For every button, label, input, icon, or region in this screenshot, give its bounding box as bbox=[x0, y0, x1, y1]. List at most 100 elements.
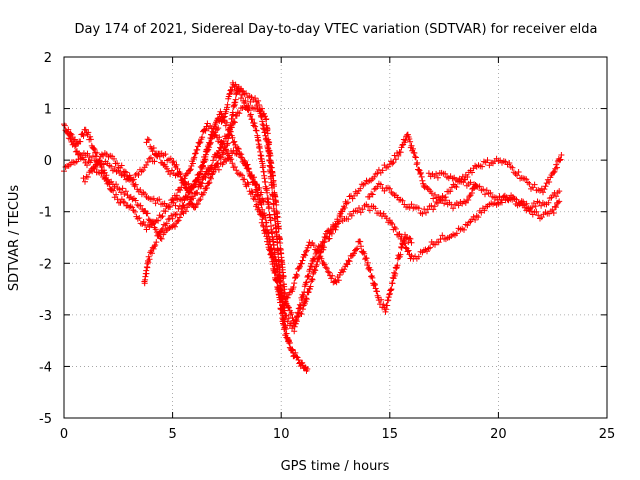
data-point bbox=[394, 262, 401, 269]
data-point bbox=[423, 209, 429, 216]
data-point bbox=[248, 188, 255, 195]
data-point bbox=[428, 202, 435, 209]
data-point bbox=[308, 276, 315, 282]
data-point bbox=[123, 169, 129, 176]
data-point bbox=[187, 167, 193, 174]
data-point bbox=[311, 255, 318, 262]
data-point bbox=[266, 204, 273, 210]
data-point bbox=[249, 116, 256, 123]
data-point bbox=[321, 261, 328, 268]
data-point bbox=[256, 185, 263, 191]
data-point bbox=[374, 288, 380, 295]
data-point bbox=[405, 247, 412, 254]
x-tick-label: 0 bbox=[60, 427, 68, 442]
data-point bbox=[102, 175, 109, 181]
data-point bbox=[351, 192, 358, 199]
data-point bbox=[509, 164, 516, 171]
data-point bbox=[478, 209, 485, 216]
data-point bbox=[281, 300, 288, 307]
data-point bbox=[208, 175, 214, 182]
data-point bbox=[541, 186, 548, 193]
data-point bbox=[332, 278, 339, 285]
data-point bbox=[357, 209, 364, 216]
data-point bbox=[192, 204, 199, 211]
data-point bbox=[61, 122, 68, 129]
data-point bbox=[169, 215, 176, 222]
x-tick-label: 10 bbox=[273, 427, 290, 442]
data-point bbox=[363, 255, 370, 262]
data-point bbox=[549, 206, 556, 213]
data-point bbox=[255, 204, 262, 211]
data-point bbox=[210, 157, 217, 164]
data-point bbox=[231, 138, 238, 145]
data-point bbox=[210, 128, 217, 135]
data-point bbox=[314, 258, 321, 265]
data-point bbox=[354, 208, 361, 215]
data-point bbox=[91, 166, 98, 172]
data-point bbox=[194, 189, 201, 196]
data-point bbox=[218, 139, 225, 145]
data-point bbox=[239, 91, 246, 98]
data-point bbox=[453, 184, 460, 190]
data-point bbox=[415, 205, 422, 212]
data-point bbox=[153, 239, 160, 246]
data-point bbox=[178, 206, 185, 212]
data-point bbox=[431, 203, 438, 210]
data-point bbox=[433, 170, 440, 177]
data-point bbox=[155, 150, 162, 157]
data-point bbox=[173, 161, 180, 168]
data-point bbox=[395, 152, 402, 159]
data-point bbox=[413, 161, 420, 168]
data-point bbox=[228, 156, 235, 163]
data-point bbox=[253, 127, 260, 134]
data-point bbox=[337, 213, 344, 220]
data-point bbox=[469, 169, 475, 176]
data-point bbox=[461, 226, 467, 233]
data-point bbox=[65, 126, 72, 133]
data-point bbox=[286, 304, 292, 311]
data-point bbox=[397, 251, 404, 258]
data-point bbox=[317, 253, 324, 260]
data-point bbox=[292, 349, 299, 356]
data-point bbox=[285, 315, 292, 322]
data-point bbox=[430, 206, 437, 213]
data-point bbox=[392, 156, 399, 163]
data-point bbox=[183, 170, 190, 177]
data-point bbox=[305, 273, 312, 280]
data-point bbox=[414, 159, 421, 166]
data-point bbox=[455, 202, 462, 209]
data-point bbox=[328, 226, 335, 233]
data-point bbox=[206, 179, 213, 186]
data-point bbox=[231, 119, 238, 126]
data-point bbox=[322, 264, 329, 271]
data-point bbox=[545, 199, 552, 206]
data-point bbox=[170, 158, 177, 165]
data-point bbox=[412, 154, 419, 161]
data-point bbox=[260, 197, 266, 204]
data-point bbox=[380, 301, 387, 308]
data-point bbox=[383, 215, 390, 222]
chart-title: Day 174 of 2021, Sidereal Day-to-day VTE… bbox=[75, 22, 598, 37]
y-tick-label: -3 bbox=[39, 309, 52, 324]
data-point bbox=[408, 142, 415, 149]
data-point bbox=[400, 241, 406, 248]
data-point bbox=[260, 198, 267, 205]
data-point bbox=[227, 128, 234, 135]
data-point bbox=[442, 170, 449, 177]
data-point bbox=[237, 171, 244, 178]
data-point bbox=[412, 153, 419, 160]
data-point bbox=[187, 166, 194, 173]
data-point bbox=[466, 193, 473, 200]
data-point bbox=[206, 140, 213, 146]
data-point bbox=[106, 181, 113, 188]
data-point bbox=[159, 225, 166, 232]
data-point bbox=[158, 227, 165, 234]
data-point bbox=[307, 283, 314, 290]
data-point bbox=[167, 171, 174, 178]
data-point bbox=[318, 255, 325, 262]
data-point bbox=[80, 132, 87, 139]
data-point bbox=[143, 270, 150, 277]
data-point bbox=[201, 156, 208, 163]
data-point bbox=[368, 273, 375, 280]
